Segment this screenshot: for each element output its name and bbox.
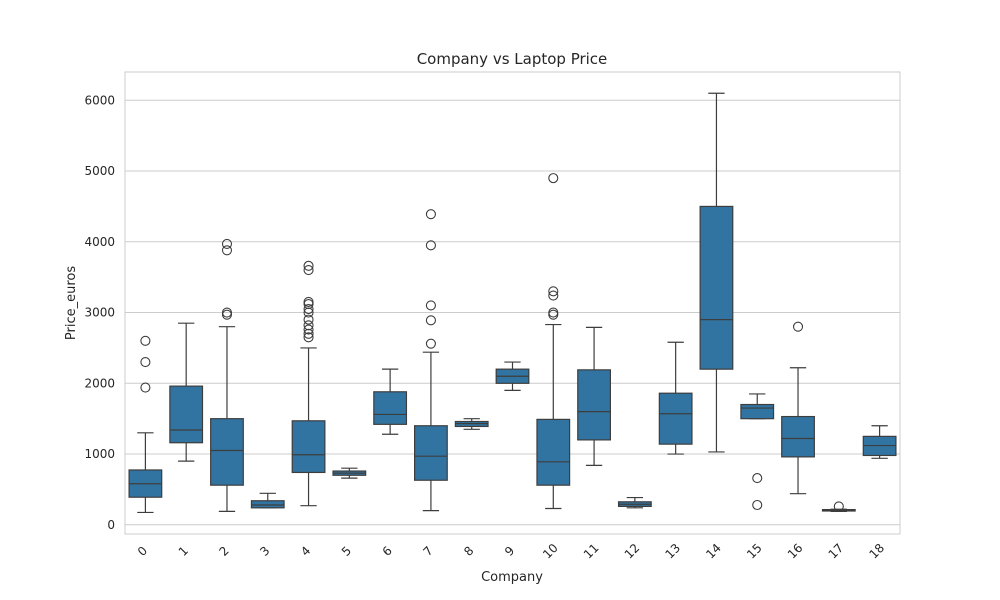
x-tick-label: 16 — [785, 541, 806, 562]
outlier-point — [303, 265, 314, 276]
outlier-point — [303, 324, 314, 335]
outlier-point — [221, 245, 233, 256]
box-company-9 — [495, 361, 530, 391]
iqr-box — [250, 500, 285, 509]
outlier-point — [752, 499, 763, 511]
x-tick-label: 18 — [866, 541, 887, 562]
outlier-point — [303, 320, 314, 331]
x-tick-label: 11 — [581, 541, 602, 562]
x-axis-ticks: 0 1 2 3 4 5 6 7 8 9 10 11 12 13 14 15 16 17 18 — [135, 541, 887, 562]
x-axis-label: Company — [481, 570, 543, 585]
box-company-13 — [658, 341, 693, 455]
iqr-box — [414, 425, 448, 481]
y-tick-label: 2000 — [84, 376, 115, 390]
iqr-box — [658, 392, 693, 445]
outlier-point — [425, 300, 436, 311]
iqr-box — [699, 205, 734, 370]
x-tick-label: 9 — [502, 544, 517, 559]
outlier-point — [425, 209, 436, 220]
outlier-point — [221, 309, 233, 320]
outlier-point — [548, 307, 559, 318]
x-tick-label: 10 — [540, 541, 561, 562]
x-tick-label: 3 — [257, 544, 272, 559]
y-tick-label: 4000 — [84, 235, 115, 249]
box-company-15 — [740, 393, 775, 511]
plot-frame — [124, 71, 901, 535]
outlier-point — [425, 315, 436, 326]
box-company-3 — [250, 492, 285, 509]
outlier-point — [303, 260, 314, 271]
iqr-box — [536, 418, 571, 486]
box-company-7 — [414, 209, 448, 512]
x-tick-label: 15 — [744, 541, 765, 562]
box-company-5 — [332, 467, 367, 479]
boxes-layer — [128, 92, 897, 514]
outlier-point — [792, 321, 804, 332]
outlier-point — [425, 338, 436, 349]
outlier-point — [140, 335, 151, 346]
x-tick-label: 17 — [826, 541, 847, 562]
outlier-point — [303, 332, 314, 343]
outlier-point — [303, 314, 314, 325]
x-tick-label: 13 — [662, 541, 683, 562]
box-company-2 — [210, 238, 244, 512]
box-company-10 — [536, 173, 571, 510]
y-tick-label: 0 — [107, 518, 115, 532]
outlier-point — [548, 173, 559, 184]
outlier-point — [833, 501, 844, 512]
iqr-box — [210, 418, 244, 486]
iqr-box — [291, 420, 326, 474]
box-company-18 — [862, 425, 897, 459]
outlier-point — [752, 473, 763, 484]
box-company-14 — [699, 92, 734, 453]
box-company-8 — [454, 418, 489, 430]
y-tick-label: 3000 — [84, 306, 115, 320]
outlier-point — [548, 309, 559, 320]
x-tick-label: 14 — [703, 541, 724, 562]
box-company-17 — [821, 501, 856, 512]
box-company-11 — [577, 326, 611, 466]
outlier-point — [140, 357, 151, 368]
box-company-6 — [373, 368, 408, 435]
y-tick-label: 5000 — [84, 164, 115, 178]
y-axis-label: Price_euros — [64, 266, 79, 340]
chart-title: Company vs Laptop Price — [417, 50, 608, 68]
x-tick-label: 7 — [420, 544, 435, 559]
box-company-12 — [617, 496, 652, 509]
outlier-point — [303, 303, 314, 315]
outlier-point — [425, 240, 436, 251]
iqr-box — [373, 391, 408, 425]
box-company-4 — [291, 260, 326, 507]
x-tick-label: 1 — [176, 544, 191, 559]
outlier-point — [221, 238, 233, 249]
box-company-16 — [781, 321, 815, 495]
x-tick-label: 5 — [339, 544, 354, 559]
iqr-box — [740, 403, 775, 420]
iqr-box — [169, 385, 204, 444]
x-tick-label: 0 — [135, 544, 150, 559]
outlier-point — [548, 286, 559, 297]
outlier-point — [221, 307, 233, 318]
x-tick-label: 12 — [622, 541, 643, 562]
outlier-point — [303, 296, 314, 307]
y-tick-label: 1000 — [84, 447, 115, 461]
x-tick-label: 4 — [298, 544, 313, 559]
x-tick-label: 8 — [461, 544, 476, 559]
iqr-box — [781, 415, 815, 458]
y-axis-ticks: 0 1000 2000 3000 4000 5000 6000 — [84, 93, 115, 532]
x-tick-label: 2 — [216, 544, 231, 559]
y-tick-label: 6000 — [84, 93, 115, 107]
box-company-0 — [128, 335, 163, 514]
iqr-box — [577, 369, 611, 441]
box-company-1 — [169, 322, 204, 462]
outlier-point — [548, 290, 559, 301]
outlier-point — [140, 382, 151, 393]
x-tick-label: 6 — [380, 544, 395, 559]
